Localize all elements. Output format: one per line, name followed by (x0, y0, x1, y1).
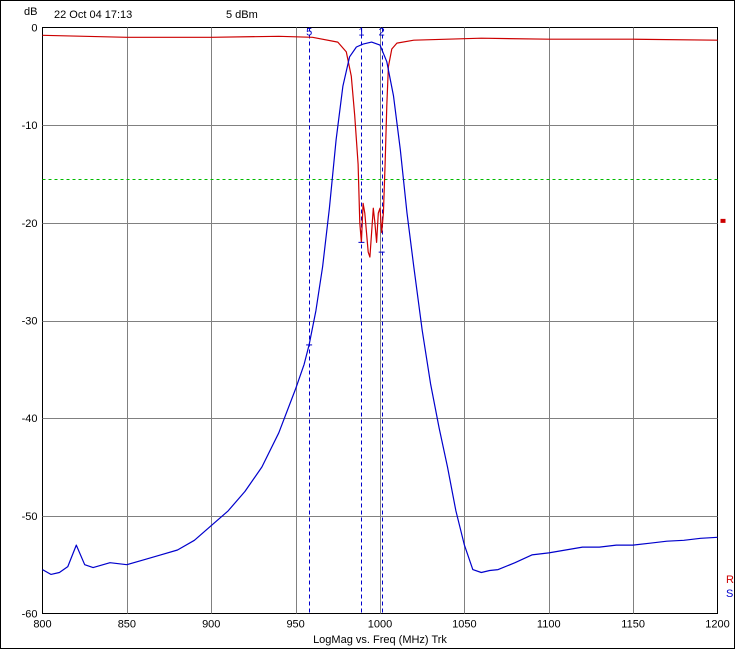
reference-line-group (42, 179, 726, 223)
x-tick-label: 1100 (537, 619, 561, 631)
trace-s-label: S (726, 588, 733, 600)
marker-label: 2 (379, 27, 385, 39)
y-tick-label: -50 (22, 511, 38, 523)
trace-s-line (42, 41, 718, 576)
marker-lines-group (309, 27, 383, 614)
x-tick-label: 850 (118, 619, 136, 631)
marker-label: 5 (306, 27, 312, 39)
x-tick-label: 1050 (452, 619, 476, 631)
trace-r-line (42, 34, 718, 258)
x-tick-label: 1000 (368, 619, 392, 631)
power-label: 5 dBm (226, 9, 258, 21)
y-tick-label: -30 (22, 316, 38, 328)
x-tick-label: 800 (33, 619, 51, 631)
x-tick-label: 950 (286, 619, 304, 631)
traces-group (42, 34, 718, 576)
y-tick-label: 0 (31, 23, 37, 35)
x-axis-label: LogMag vs. Freq (MHz) Trk (313, 634, 447, 646)
marker-labels-group: 5 1 2 (306, 27, 385, 346)
x-tick-label: 1150 (621, 619, 645, 631)
tick-labels-group: 800 850 900 950 1000 1050 1100 1150 1200 0 -10 -20 -… (22, 23, 730, 631)
y-tick-label: -60 (22, 609, 38, 621)
y-tick-label: -20 (22, 218, 38, 230)
x-tick-label: 1200 (705, 619, 729, 631)
unit-label: dB (24, 6, 37, 18)
trace-r-label: R (726, 574, 734, 586)
y-tick-label: -10 (22, 120, 38, 132)
marker-label: 1 (358, 27, 364, 39)
x-tick-label: 900 (202, 619, 220, 631)
y-tick-label: -40 (22, 413, 38, 425)
grid-lines (42, 27, 718, 614)
timestamp-label: 22 Oct 04 17:13 (54, 9, 132, 21)
right-reference-marker (720, 218, 726, 223)
